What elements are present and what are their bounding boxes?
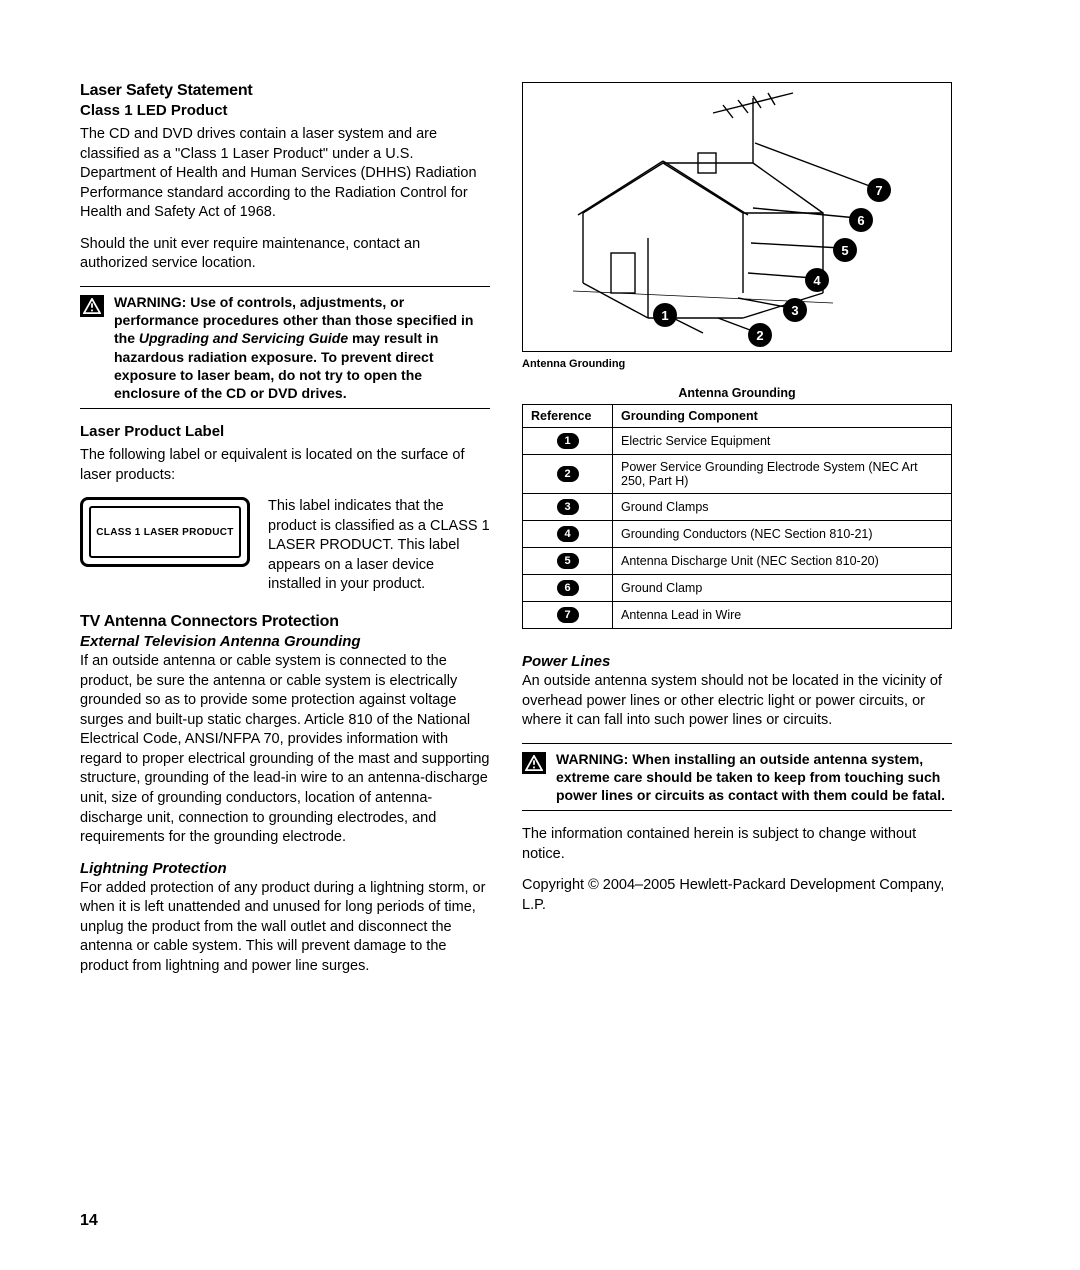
antenna-diagram: 1234567 [522, 82, 952, 352]
ref-cell: 2 [523, 455, 613, 494]
power-title: Power Lines [522, 653, 952, 670]
ref-bubble: 1 [557, 433, 579, 449]
ref-cell: 6 [523, 575, 613, 602]
component-cell: Antenna Discharge Unit (NEC Section 810-… [613, 548, 952, 575]
table-row: 1 Electric Service Equipment [523, 428, 952, 455]
table-col1: Reference [523, 405, 613, 428]
table-col2: Grounding Component [613, 405, 952, 428]
laser-label-title: Laser Product Label [80, 423, 490, 440]
laser-title: Laser Safety Statement [80, 82, 490, 100]
grounding-table: Antenna Grounding Reference Grounding Co… [522, 382, 952, 629]
diagram-bubble: 4 [805, 268, 829, 292]
ref-bubble: 4 [557, 526, 579, 542]
ref-cell: 3 [523, 494, 613, 521]
ref-bubble: 2 [557, 466, 579, 482]
ref-cell: 1 [523, 428, 613, 455]
tv-subtitle: External Television Antenna Grounding [80, 633, 490, 650]
ref-cell: 5 [523, 548, 613, 575]
laser-p1: The CD and DVD drives contain a laser sy… [80, 125, 490, 223]
tv-title: TV Antenna Connectors Protection [80, 613, 490, 631]
ref-bubble: 6 [557, 580, 579, 596]
warning-power-text: WARNING: When installing an outside ante… [556, 750, 952, 805]
left-column: Laser Safety Statement Class 1 LED Produ… [80, 82, 490, 988]
page-columns: Laser Safety Statement Class 1 LED Produ… [80, 82, 1000, 988]
table-title: Antenna Grounding [523, 382, 952, 405]
ref-cell: 7 [523, 602, 613, 629]
table-row: 6 Ground Clamp [523, 575, 952, 602]
laser-label-p: The following label or equivalent is loc… [80, 446, 490, 485]
component-cell: Antenna Lead in Wire [613, 602, 952, 629]
right-column: 1234567 Antenna Grounding Antenna Ground… [522, 82, 952, 988]
ref-bubble: 5 [557, 553, 579, 569]
table-row: 5 Antenna Discharge Unit (NEC Section 810… [523, 548, 952, 575]
warning-icon [80, 295, 104, 317]
disclaimer: The information contained herein is subj… [522, 825, 952, 864]
copyright: Copyright © 2004–2005 Hewlett-Packard De… [522, 876, 952, 915]
table-row: 2 Power Service Grounding Electrode Syste… [523, 455, 952, 494]
table-row: 7 Antenna Lead in Wire [523, 602, 952, 629]
page-number: 14 [80, 1212, 98, 1230]
laser-p2: Should the unit ever require maintenance… [80, 235, 490, 274]
component-cell: Ground Clamps [613, 494, 952, 521]
ref-bubble: 7 [557, 607, 579, 623]
warning-italic: Upgrading and Servicing Guide [139, 330, 348, 346]
table-row: 3 Ground Clamps [523, 494, 952, 521]
lightning-p: For added protection of any product duri… [80, 879, 490, 977]
warning-power: WARNING: When installing an outside ante… [522, 743, 952, 812]
ref-bubble: 3 [557, 499, 579, 515]
house-svg [523, 83, 951, 351]
component-cell: Power Service Grounding Electrode System… [613, 455, 952, 494]
laser-subtitle: Class 1 LED Product [80, 102, 490, 119]
power-p: An outside antenna system should not be … [522, 672, 952, 731]
laser-label-desc: This label indicates that the product is… [268, 497, 490, 595]
diagram-bubble: 7 [867, 178, 891, 202]
lightning-title: Lightning Protection [80, 860, 490, 877]
warning-icon [522, 752, 546, 774]
component-cell: Electric Service Equipment [613, 428, 952, 455]
diagram-bubble: 2 [748, 323, 772, 347]
grounding-table-body: 1 Electric Service Equipment 2 Power Servic… [523, 428, 952, 629]
tv-p: If an outside antenna or cable system is… [80, 652, 490, 848]
laser-label-inner: CLASS 1 LASER PRODUCT [89, 506, 241, 558]
warning-laser-text: WARNING: Use of controls, adjustments, o… [114, 293, 490, 402]
diagram-bubble: 1 [653, 303, 677, 327]
diagram-bubble: 3 [783, 298, 807, 322]
laser-label-box: CLASS 1 LASER PRODUCT [80, 497, 250, 567]
table-row: 4 Grounding Conductors (NEC Section 810-2… [523, 521, 952, 548]
diagram-bubble: 5 [833, 238, 857, 262]
component-cell: Grounding Conductors (NEC Section 810-21… [613, 521, 952, 548]
label-row: CLASS 1 LASER PRODUCT This label indicat… [80, 497, 490, 595]
diagram-bubble: 6 [849, 208, 873, 232]
warning-laser: WARNING: Use of controls, adjustments, o… [80, 286, 490, 409]
diagram-caption: Antenna Grounding [522, 358, 952, 370]
component-cell: Ground Clamp [613, 575, 952, 602]
ref-cell: 4 [523, 521, 613, 548]
